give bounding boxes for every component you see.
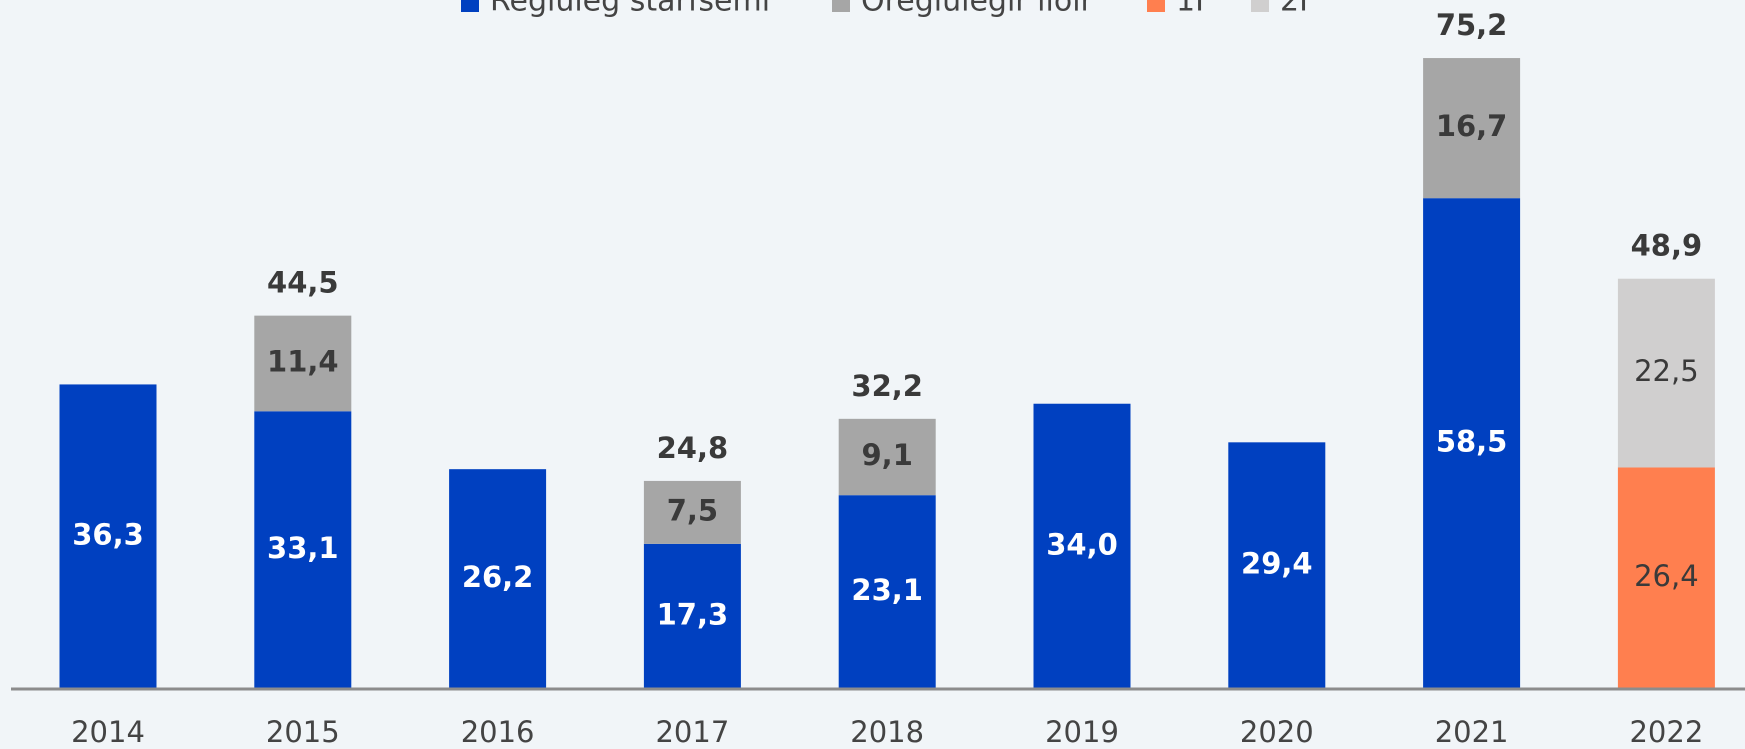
x-tick-label: 2016 [461,715,535,749]
x-tick-label: 2022 [1629,715,1703,749]
value-label: 17,3 [657,597,729,631]
bar-segment [838,495,936,689]
bar-segment [643,480,741,544]
value-label: 29,4 [1241,547,1313,581]
value-label: 34,0 [1046,527,1118,561]
bar-segment [1423,198,1521,690]
bar-segment [1033,403,1131,689]
legend-swatch [832,0,850,12]
value-label: 22,5 [1634,354,1699,388]
value-label: 16,7 [1436,109,1508,143]
bar-segment [254,411,352,689]
value-label: 36,3 [72,518,144,552]
bar-segment [838,418,936,496]
bar-segment [1423,58,1521,199]
x-tick-label: 2017 [655,715,729,749]
total-label: 32,2 [851,369,923,403]
total-label: 44,5 [267,266,339,300]
legend-swatch [1147,0,1165,12]
value-label: 7,5 [667,493,718,527]
legend-label: 2F [1280,0,1316,19]
legend-label: Regluleg starfsemi [490,0,770,19]
total-label: 75,2 [1436,8,1508,42]
bar-segment [643,543,741,689]
x-tick-label: 2019 [1045,715,1119,749]
x-tick-label: 2020 [1240,715,1314,749]
legend-label: Óreglulegir liðir [861,0,1094,19]
bar-segment [254,315,352,412]
value-label: 33,1 [267,531,339,565]
legend-swatch [461,0,479,12]
value-label: 23,1 [851,573,923,607]
bar-segment [449,469,547,689]
x-tick-label: 2018 [850,715,924,749]
legend-label: 1F [1176,0,1212,19]
x-tick-label: 2015 [266,715,340,749]
value-label: 26,4 [1634,559,1699,593]
total-label: 24,8 [657,431,729,465]
value-label: 11,4 [267,344,339,378]
total-label: 48,9 [1631,229,1703,263]
x-tick-label: 2014 [71,715,145,749]
value-label: 26,2 [462,560,534,594]
value-label: 9,1 [862,438,913,472]
x-tick-label: 2021 [1435,715,1509,749]
bar-segment [1617,278,1715,468]
bar-segment [1228,442,1326,689]
value-label: 58,5 [1436,425,1508,459]
bar-segment [59,384,157,689]
legend-swatch [1251,0,1269,12]
bar-segment [1617,467,1715,689]
